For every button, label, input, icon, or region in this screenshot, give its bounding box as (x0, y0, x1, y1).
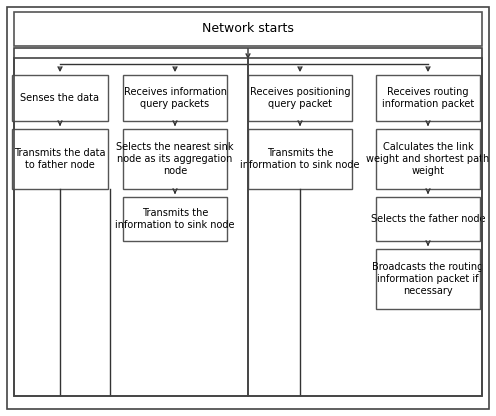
Bar (376, 249, 480, 309)
Text: Transmits the data
to father node: Transmits the data to father node (14, 148, 106, 170)
Bar (123, 129, 227, 189)
Text: Broadcasts the routing
information packet if
necessary: Broadcasts the routing information packe… (372, 262, 484, 296)
Bar (376, 197, 480, 241)
Bar (14, 48, 482, 396)
Text: Receives positioning
query packet: Receives positioning query packet (250, 87, 350, 109)
Text: Selects the nearest sink
node as its aggregation
node: Selects the nearest sink node as its agg… (116, 141, 234, 176)
Text: Network starts: Network starts (202, 22, 294, 35)
Bar (376, 75, 480, 121)
Text: Transmits the
information to sink node: Transmits the information to sink node (115, 208, 235, 230)
Bar (12, 75, 108, 121)
Bar (12, 129, 108, 189)
Text: Transmits the
information to sink node: Transmits the information to sink node (240, 148, 360, 170)
Bar (14, 12, 482, 46)
Text: Calculates the link
weight and shortest path
weight: Calculates the link weight and shortest … (367, 141, 490, 176)
Bar (14, 58, 248, 396)
Bar (376, 129, 480, 189)
Text: Selects the father node: Selects the father node (371, 214, 485, 224)
Bar (248, 129, 352, 189)
Text: Receives information
query packets: Receives information query packets (124, 87, 227, 109)
Bar (123, 197, 227, 241)
Text: Receives routing
information packet: Receives routing information packet (382, 87, 474, 109)
Bar (248, 75, 352, 121)
Bar (123, 75, 227, 121)
Bar (248, 58, 482, 396)
Text: Senses the data: Senses the data (20, 93, 100, 103)
